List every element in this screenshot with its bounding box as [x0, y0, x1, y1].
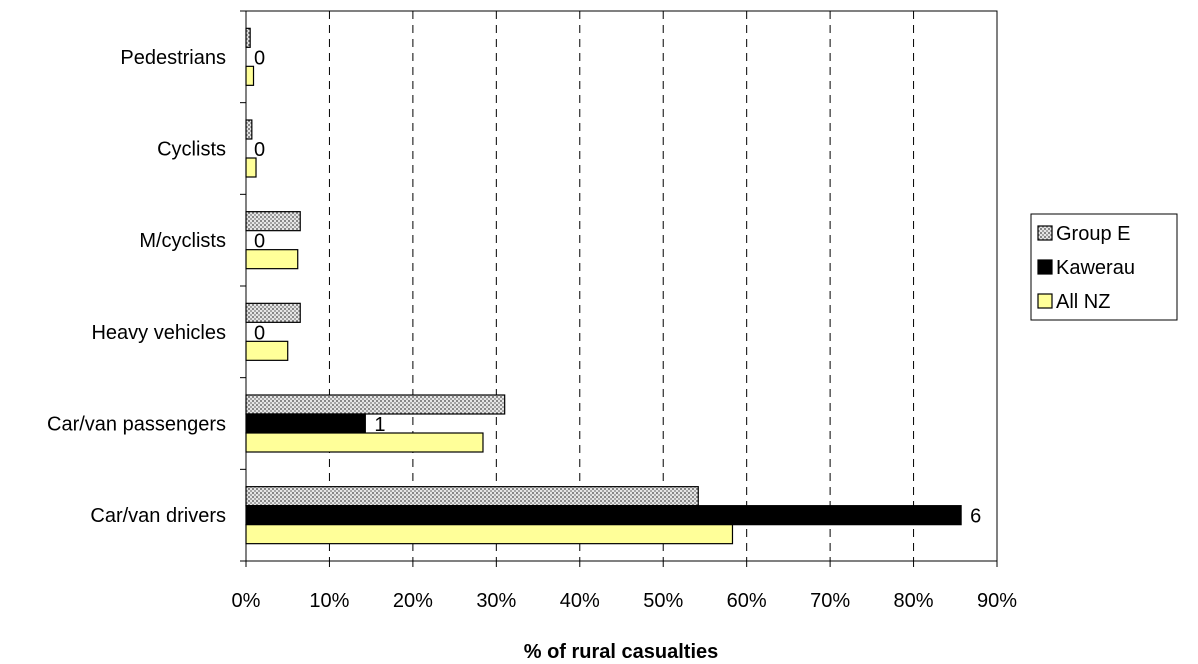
legend-label-all-nz: All NZ	[1056, 291, 1110, 313]
bar-group-e	[245, 302, 301, 323]
x-tick-label: 20%	[393, 590, 433, 612]
x-tick-label: 60%	[727, 590, 767, 612]
bar-all-nz	[245, 65, 255, 86]
plot-area	[245, 10, 998, 562]
x-axis-title: % of rural casualties	[524, 641, 719, 663]
legend-label-group-e: Group E	[1056, 223, 1130, 245]
bar-group-e	[245, 27, 251, 48]
x-tick-label: 10%	[309, 590, 349, 612]
legend-label-kawerau: Kawerau	[1056, 257, 1135, 279]
legend-swatch-group-e	[1037, 225, 1053, 241]
x-tick-label: 30%	[476, 590, 516, 612]
data-label-kawerau: 0	[254, 47, 265, 69]
category-label: Car/van drivers	[90, 505, 226, 527]
bar-all-nz	[245, 524, 734, 545]
legend: Group E Kawerau All NZ	[1030, 213, 1178, 321]
bar-all-nz	[245, 340, 289, 361]
bars	[245, 27, 962, 545]
legend-box	[1030, 213, 1178, 321]
data-label-kawerau: 1	[374, 414, 385, 436]
x-tick-label: 50%	[643, 590, 683, 612]
category-label: Heavy vehicles	[91, 322, 226, 344]
x-tick-label: 40%	[560, 590, 600, 612]
bar-group-e	[245, 211, 301, 232]
category-label: M/cyclists	[139, 230, 226, 252]
bar-kawerau	[245, 413, 366, 434]
x-tick-label: 90%	[977, 590, 1017, 612]
data-label-kawerau: 0	[254, 322, 265, 344]
axes: 0% 10% 20% 30% 40% 50% 60% 70% 80% 90%	[232, 10, 1017, 612]
x-tick-label: 70%	[810, 590, 850, 612]
bar-group-e	[245, 486, 699, 507]
bar-all-nz	[245, 157, 257, 178]
category-label: Car/van passengers	[47, 414, 226, 436]
category-label: Cyclists	[157, 139, 226, 161]
gridlines	[245, 10, 998, 562]
legend-swatch-all-nz	[1037, 293, 1053, 309]
bar-group-e	[245, 119, 253, 140]
bar-group-e	[245, 394, 506, 415]
x-tick-label: 0%	[232, 590, 261, 612]
bar-kawerau	[245, 505, 962, 526]
bar-all-nz	[245, 249, 299, 270]
data-label-kawerau: 0	[254, 231, 265, 253]
bar-all-nz	[245, 432, 484, 453]
category-label: Pedestrians	[120, 47, 226, 69]
data-label-kawerau: 0	[254, 139, 265, 161]
legend-swatch-kawerau	[1037, 259, 1053, 275]
data-label-kawerau: 6	[970, 506, 981, 528]
labels: Pedestrians 0 Cyclists 0 M/cyclists 0 Heavy ve…	[47, 47, 981, 528]
x-tick-label: 80%	[894, 590, 934, 612]
